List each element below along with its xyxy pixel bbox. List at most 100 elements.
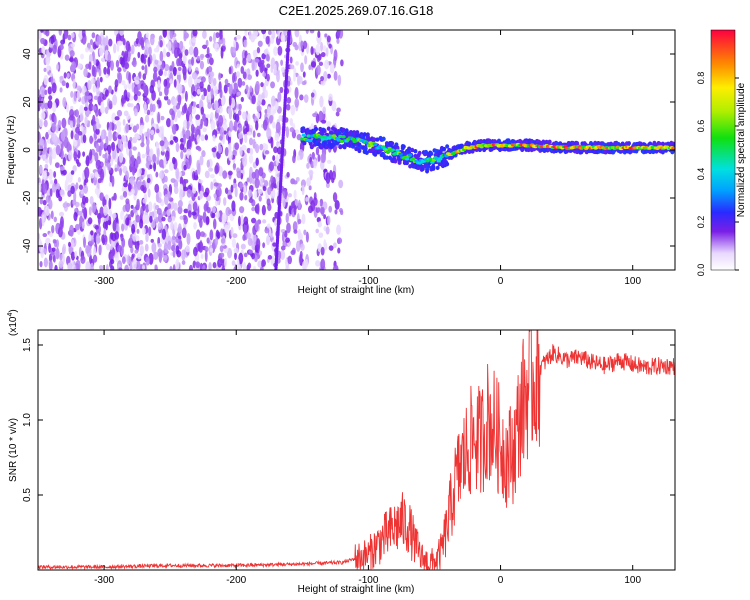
spectrogram-heatmap <box>38 30 675 270</box>
noise-speckle <box>60 39 66 45</box>
noise-speckle <box>202 127 207 133</box>
noise-speckle <box>155 140 159 149</box>
noise-speckle <box>139 245 145 255</box>
noise-speckle <box>305 231 309 243</box>
colorbar-tick-label: 0.4 <box>696 168 706 181</box>
noise-speckle <box>329 169 333 180</box>
band-core <box>341 135 346 139</box>
noise-speckle <box>141 153 146 159</box>
noise-speckle <box>193 246 198 257</box>
noise-speckle <box>49 154 53 166</box>
noise-speckle <box>337 247 341 254</box>
noise-speckle <box>326 159 332 164</box>
noise-speckle <box>208 76 213 84</box>
noise-speckle <box>182 186 188 192</box>
noise-speckle <box>262 72 266 78</box>
noise-speckle <box>163 69 168 77</box>
noise-speckle <box>295 129 300 134</box>
noise-speckle <box>159 39 163 48</box>
noise-speckle <box>259 143 264 151</box>
noise-speckle <box>153 47 159 53</box>
noise-speckle <box>251 252 255 260</box>
noise-speckle <box>252 138 256 149</box>
noise-speckle <box>39 197 44 205</box>
noise-speckle <box>117 72 123 84</box>
noise-speckle <box>207 66 213 73</box>
noise-speckle <box>135 38 139 45</box>
noise-speckle <box>166 117 171 128</box>
noise-speckle <box>149 164 153 170</box>
noise-speckle <box>244 120 248 127</box>
noise-speckle <box>303 229 307 236</box>
noise-speckle <box>301 184 305 196</box>
noise-speckle <box>237 77 243 88</box>
noise-speckle <box>266 54 270 62</box>
noise-speckle <box>214 164 219 175</box>
noise-speckle <box>263 49 268 55</box>
noise-speckle <box>277 91 282 103</box>
y-tick-label: 1.0 <box>22 413 33 427</box>
noise-speckle <box>123 182 128 188</box>
noise-speckle <box>160 115 165 121</box>
noise-speckle <box>336 30 341 37</box>
y-tick-label: 1.5 <box>22 338 33 352</box>
noise-speckle <box>209 173 215 179</box>
noise-speckle <box>247 113 251 122</box>
noise-speckle <box>69 119 74 129</box>
noise-speckle <box>156 148 160 159</box>
noise-speckle <box>276 70 280 83</box>
noise-speckle <box>180 150 184 160</box>
noise-speckle <box>43 67 47 73</box>
band-core <box>671 146 675 150</box>
noise-speckle <box>196 134 201 144</box>
noise-speckle <box>45 205 50 217</box>
noise-speckle <box>228 130 232 138</box>
noise-speckle <box>233 120 238 132</box>
noise-speckle <box>137 91 142 97</box>
noise-speckle <box>206 159 211 168</box>
noise-speckle <box>70 251 76 261</box>
noise-speckle <box>74 223 80 231</box>
noise-speckle <box>123 110 129 117</box>
noise-speckle <box>48 260 53 270</box>
noise-speckle <box>154 183 160 194</box>
noise-speckle <box>78 30 83 41</box>
noise-speckle <box>276 146 282 155</box>
noise-speckle <box>46 65 50 72</box>
noise-speckle <box>224 224 230 234</box>
noise-speckle <box>55 123 59 134</box>
noise-speckle <box>232 112 237 121</box>
noise-speckle <box>302 71 306 78</box>
noise-speckle <box>248 137 254 146</box>
noise-speckle <box>187 75 193 88</box>
noise-speckle <box>88 47 94 53</box>
noise-speckle <box>144 169 148 176</box>
noise-speckle <box>253 49 258 60</box>
band-halo <box>326 126 331 131</box>
noise-speckle <box>167 203 172 210</box>
noise-speckle <box>40 97 45 110</box>
noise-speckle <box>255 173 259 179</box>
noise-speckle <box>134 80 140 85</box>
noise-speckle <box>192 101 197 108</box>
noise-speckle <box>220 228 224 238</box>
noise-speckle <box>126 92 131 98</box>
noise-speckle <box>239 206 245 214</box>
noise-speckle <box>173 186 179 195</box>
noise-speckle <box>147 155 151 161</box>
noise-speckle <box>81 195 87 205</box>
noise-speckle <box>223 119 227 125</box>
noise-speckle <box>79 104 84 116</box>
noise-speckle <box>210 119 216 131</box>
noise-speckle <box>135 214 141 223</box>
noise-speckle <box>89 195 94 205</box>
noise-speckle <box>95 128 100 135</box>
noise-speckle <box>167 216 172 223</box>
noise-speckle <box>51 182 57 193</box>
noise-speckle <box>63 72 67 79</box>
noise-speckle <box>111 196 115 201</box>
noise-speckle <box>105 35 109 46</box>
noise-speckle <box>257 40 263 47</box>
band-core <box>308 139 313 143</box>
noise-speckle <box>131 223 136 234</box>
